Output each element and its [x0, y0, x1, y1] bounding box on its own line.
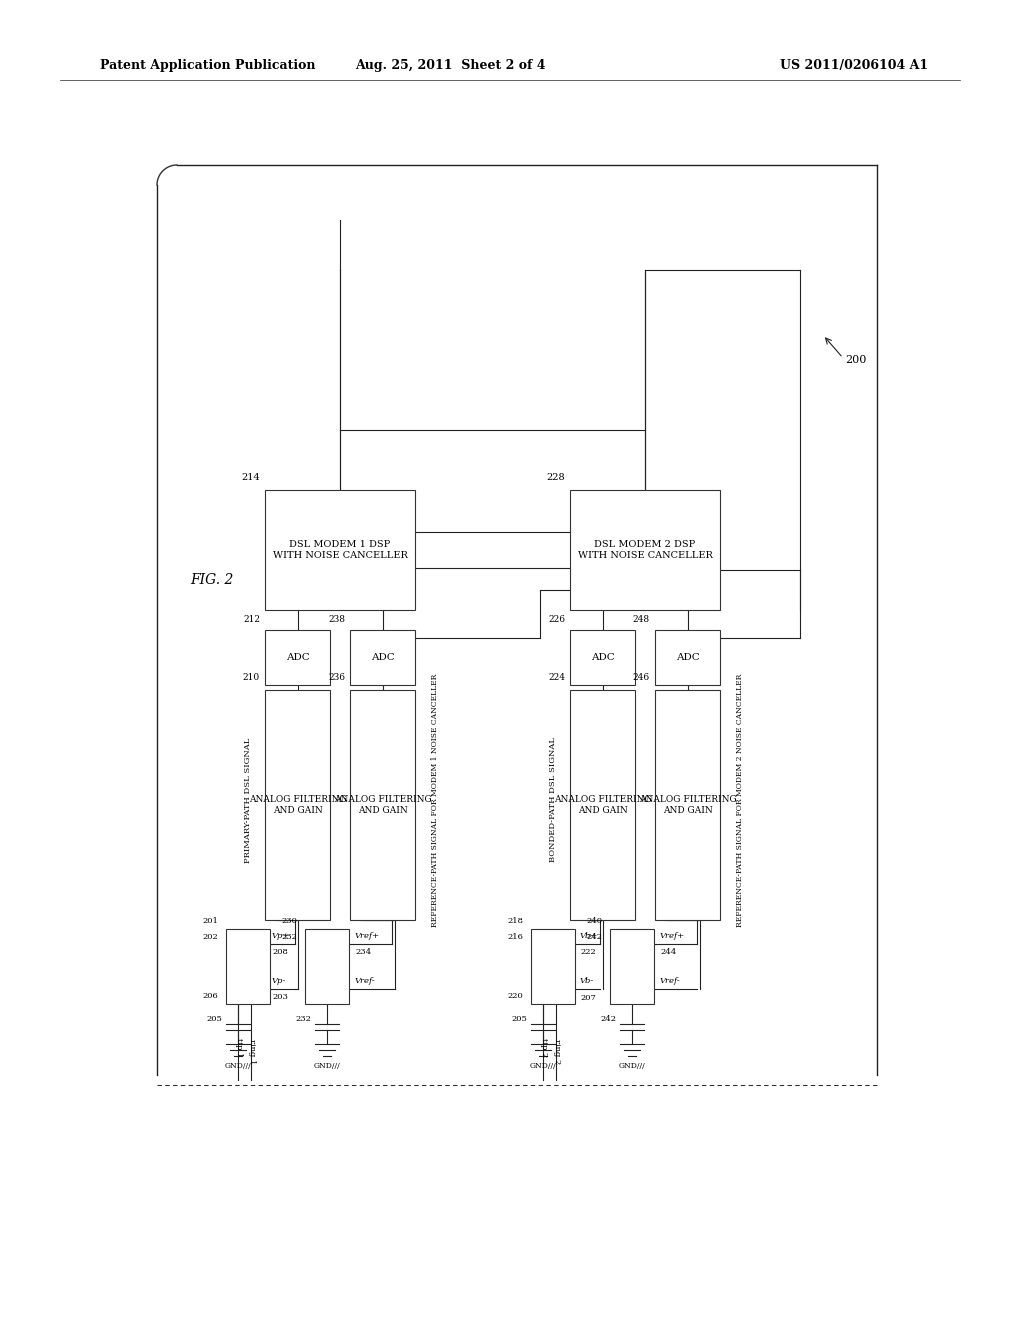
Text: ring 2: ring 2: [553, 1039, 561, 1065]
Bar: [570, 630, 635, 685]
Text: DSL MODEM 2 DSP
WITH NOISE CANCELLER: DSL MODEM 2 DSP WITH NOISE CANCELLER: [578, 540, 713, 560]
Text: 224: 224: [548, 673, 565, 682]
Text: 238: 238: [328, 615, 345, 624]
Text: tip 1: tip 1: [234, 1039, 243, 1057]
Bar: [610, 929, 654, 1005]
Text: 226: 226: [548, 615, 565, 624]
Text: PRIMARY-PATH DSL SIGNAL: PRIMARY-PATH DSL SIGNAL: [244, 738, 252, 863]
Text: Vp+: Vp+: [272, 932, 291, 940]
Bar: [655, 690, 720, 920]
Bar: [531, 929, 575, 1005]
Text: REFERENCE-PATH SIGNAL FOR MODEM 1 NOISE CANCELLER: REFERENCE-PATH SIGNAL FOR MODEM 1 NOISE …: [431, 673, 439, 927]
Text: 205: 205: [206, 1015, 222, 1023]
Text: 212: 212: [243, 615, 260, 624]
Text: 220: 220: [507, 993, 523, 1001]
Bar: [570, 490, 720, 610]
Text: 200: 200: [845, 355, 866, 366]
Text: 216: 216: [507, 933, 523, 941]
Text: Vp-: Vp-: [272, 977, 287, 985]
Text: 242: 242: [586, 933, 602, 941]
Text: Vref+: Vref+: [660, 932, 685, 940]
Text: 236: 236: [328, 673, 345, 682]
Text: 242: 242: [600, 1015, 616, 1023]
Text: 201: 201: [202, 917, 218, 925]
Text: ADC: ADC: [286, 653, 309, 663]
Bar: [350, 630, 415, 685]
Text: ANALOG FILTERING
AND GAIN: ANALOG FILTERING AND GAIN: [249, 795, 346, 814]
Text: 206: 206: [203, 993, 218, 1001]
Text: Aug. 25, 2011  Sheet 2 of 4: Aug. 25, 2011 Sheet 2 of 4: [354, 58, 545, 71]
Bar: [265, 690, 330, 920]
Text: 232: 232: [282, 933, 297, 941]
Text: FIG. 2: FIG. 2: [190, 573, 233, 587]
Text: ADC: ADC: [591, 653, 614, 663]
Text: Vb+: Vb+: [580, 932, 598, 940]
Text: ANALOG FILTERING
AND GAIN: ANALOG FILTERING AND GAIN: [334, 795, 431, 814]
Text: ADC: ADC: [676, 653, 699, 663]
Bar: [570, 690, 635, 920]
Bar: [265, 490, 415, 610]
Bar: [655, 630, 720, 685]
Text: 246: 246: [633, 673, 650, 682]
Text: Patent Application Publication: Patent Application Publication: [100, 58, 315, 71]
Text: tip 2: tip 2: [540, 1039, 548, 1057]
Text: 205: 205: [511, 1015, 527, 1023]
Text: ANALOG FILTERING
AND GAIN: ANALOG FILTERING AND GAIN: [554, 795, 651, 814]
Bar: [350, 690, 415, 920]
Text: 207: 207: [580, 994, 596, 1002]
Text: Vref+: Vref+: [355, 932, 380, 940]
Bar: [226, 929, 270, 1005]
Text: Vref-: Vref-: [660, 977, 681, 985]
Text: REFERENCE-PATH SIGNAL FOR MODEM 2 NOISE CANCELLER: REFERENCE-PATH SIGNAL FOR MODEM 2 NOISE …: [736, 673, 744, 927]
Text: Vref-: Vref-: [355, 977, 376, 985]
Text: BONDED-PATH DSL SIGNAL: BONDED-PATH DSL SIGNAL: [549, 738, 557, 862]
Text: 230: 230: [282, 917, 297, 925]
Text: 244: 244: [660, 948, 676, 956]
Text: ANALOG FILTERING
AND GAIN: ANALOG FILTERING AND GAIN: [639, 795, 736, 814]
Bar: [305, 929, 349, 1005]
Text: 234: 234: [355, 948, 371, 956]
Text: DSL MODEM 1 DSP
WITH NOISE CANCELLER: DSL MODEM 1 DSP WITH NOISE CANCELLER: [272, 540, 408, 560]
Text: GND///: GND///: [224, 1063, 251, 1071]
Text: 208: 208: [272, 948, 288, 956]
Text: 248: 248: [633, 615, 650, 624]
Text: Vb-: Vb-: [580, 977, 594, 985]
Text: GND///: GND///: [313, 1063, 340, 1071]
Text: ADC: ADC: [371, 653, 394, 663]
Text: 202: 202: [203, 933, 218, 941]
Text: US 2011/0206104 A1: US 2011/0206104 A1: [780, 58, 928, 71]
Text: 214: 214: [242, 474, 260, 483]
Text: GND///: GND///: [529, 1063, 556, 1071]
Text: 203: 203: [272, 993, 288, 1001]
Text: 222: 222: [580, 948, 596, 956]
Bar: [265, 630, 330, 685]
Text: GND///: GND///: [618, 1063, 645, 1071]
Text: 218: 218: [507, 917, 523, 925]
Text: 232: 232: [295, 1015, 311, 1023]
Text: ring 1: ring 1: [248, 1039, 256, 1065]
Text: 210: 210: [243, 673, 260, 682]
Text: 228: 228: [547, 474, 565, 483]
Text: 240: 240: [586, 917, 602, 925]
